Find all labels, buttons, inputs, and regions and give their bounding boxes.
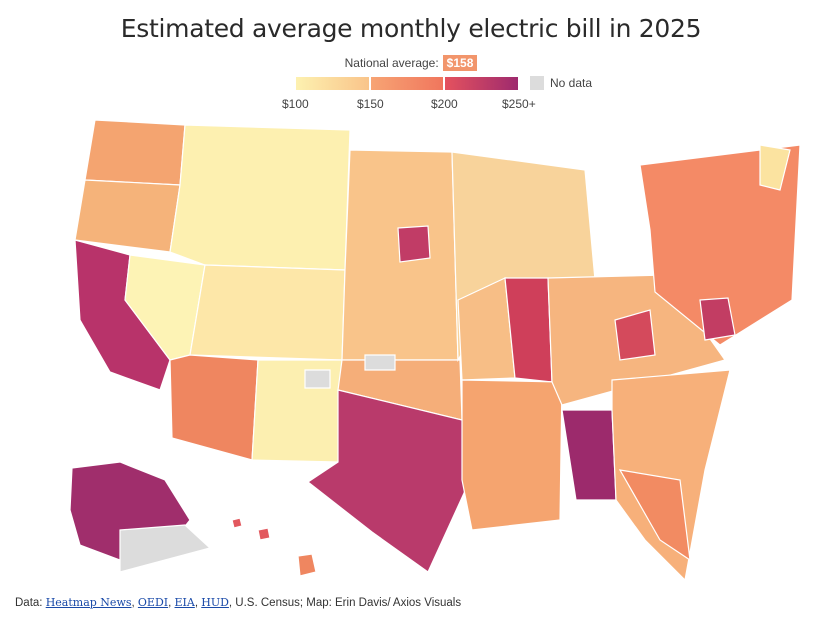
legend-tick: $100	[282, 97, 309, 111]
national-average-badge: $158	[442, 55, 478, 71]
legend-tick: $150	[357, 97, 384, 111]
chart-title: Estimated average monthly electric bill …	[120, 14, 702, 43]
region-south-central	[461, 379, 563, 531]
legend-segment-low	[296, 77, 369, 90]
region-southeast	[611, 369, 731, 582]
us-county-map	[69, 119, 801, 582]
color-legend	[296, 77, 519, 90]
legend-no-data: No data	[530, 76, 592, 90]
region-alaska-south	[119, 524, 212, 573]
region-nodata-1	[304, 369, 331, 389]
region-south-dakota-hotspot	[397, 225, 431, 263]
footer-prefix: Data:	[15, 597, 43, 609]
footer-suffix: , U.S. Census; Map: Erin Davis/ Axios Vi…	[228, 597, 462, 609]
region-maryland	[699, 297, 736, 341]
region-maine	[759, 144, 791, 191]
region-florida-west	[618, 469, 691, 562]
no-data-label: No data	[550, 76, 593, 90]
region-west-virginia	[614, 309, 656, 361]
link-eia[interactable]: EIA	[174, 596, 195, 609]
no-data-swatch	[530, 76, 544, 90]
region-alabama	[561, 409, 617, 501]
region-northeast	[639, 144, 801, 346]
legend-tick: $200	[431, 97, 458, 111]
legend-tick: $250+	[502, 97, 536, 111]
region-washington	[84, 119, 186, 186]
region-oregon	[74, 179, 181, 253]
region-hawaii-2	[257, 527, 271, 541]
legend-segment-mid	[370, 77, 444, 90]
national-average-label: National average:	[344, 56, 439, 70]
region-hawaii-1	[231, 517, 243, 529]
region-arizona	[169, 354, 259, 461]
link-hud[interactable]: HUD	[201, 596, 229, 609]
link-oedi[interactable]: OEDI	[137, 596, 169, 609]
region-nodata-2	[364, 354, 396, 371]
region-hawaii-3	[297, 553, 317, 577]
region-northern-rockies	[169, 124, 351, 271]
source-footer: Data: Heatmap News, OEDI, EIA, HUD, U.S.…	[15, 596, 462, 609]
national-average: National average: $158	[0, 55, 822, 71]
region-utah-colorado	[189, 264, 346, 361]
legend-segment-high	[445, 77, 519, 90]
link-heatmap-news[interactable]: Heatmap News	[45, 596, 132, 609]
